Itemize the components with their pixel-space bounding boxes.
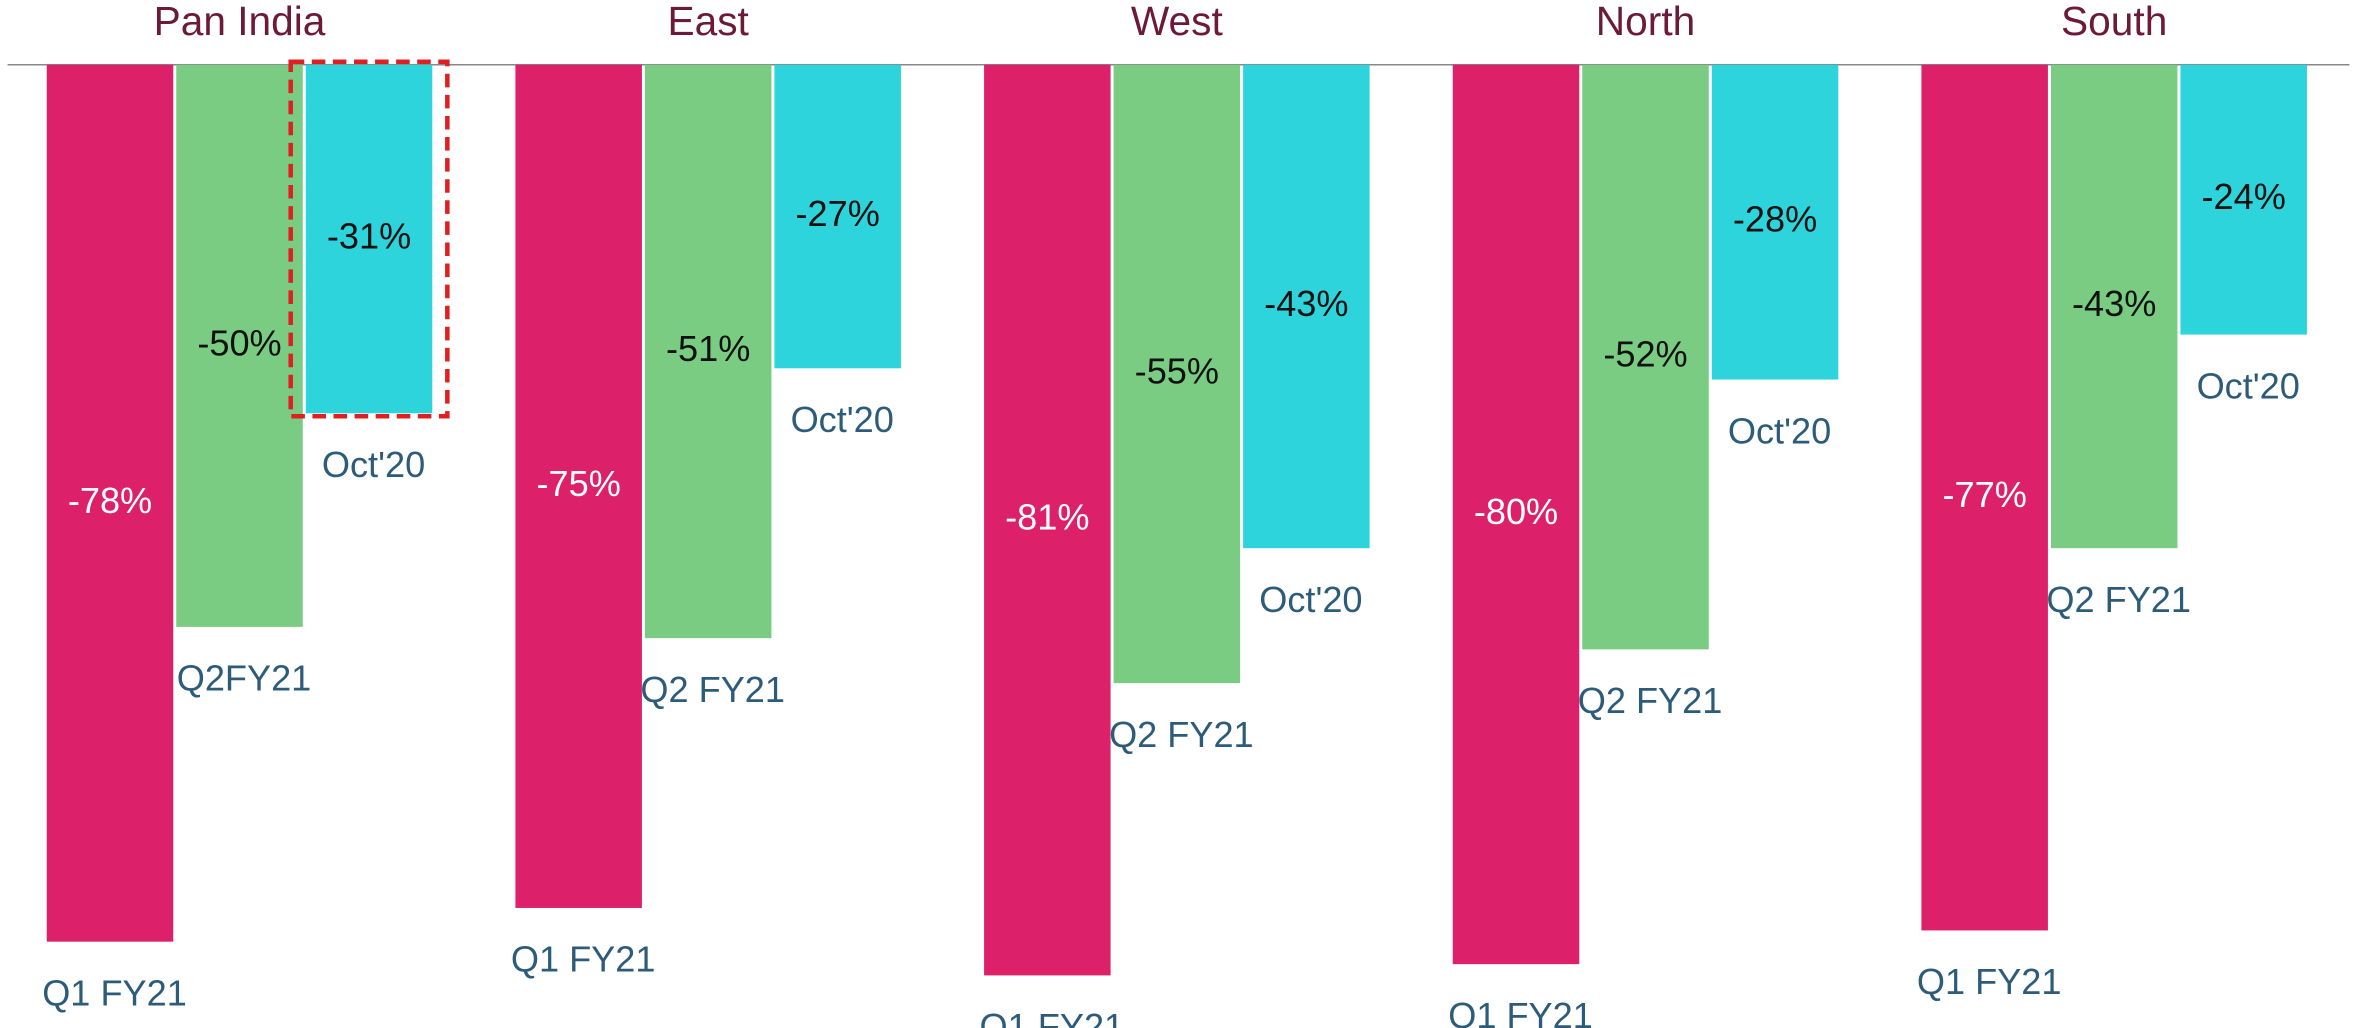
- bar: [1452, 64, 1580, 965]
- bar: [644, 64, 772, 639]
- bar: [1113, 64, 1241, 684]
- bar-label: Oct'20: [2197, 365, 2300, 406]
- value-label: -50%: [197, 322, 281, 363]
- bar: [1921, 64, 2048, 931]
- bar-label: Oct'20: [1259, 579, 1362, 620]
- bar: [1243, 64, 1370, 549]
- group-title: South: [2061, 0, 2167, 44]
- value-label: -77%: [1942, 474, 2026, 515]
- bar-label: Q2 FY21: [2046, 579, 2191, 620]
- highlight-box: [288, 59, 450, 419]
- bar: [1711, 64, 1839, 380]
- bar: [515, 64, 642, 908]
- bar-label: Q1 FY21: [1448, 995, 1593, 1028]
- bar: [305, 64, 433, 414]
- group-title: West: [1131, 0, 1223, 44]
- value-label: -78%: [68, 480, 152, 521]
- bar-label: Oct'20: [322, 444, 425, 485]
- bar: [2050, 64, 2178, 549]
- bar-label: Q2 FY21: [1109, 714, 1254, 755]
- value-label: -43%: [1264, 283, 1348, 324]
- group-title: East: [668, 0, 749, 44]
- value-label: -75%: [536, 463, 620, 504]
- value-label: -81%: [1005, 497, 1089, 538]
- value-label: -55%: [1135, 350, 1219, 391]
- bar-label: Q2 FY21: [1578, 680, 1723, 721]
- bar: [46, 64, 174, 942]
- group-title: North: [1596, 0, 1695, 44]
- bar-label: Q2 FY21: [640, 669, 785, 710]
- group-title: Pan India: [154, 0, 326, 44]
- bar-label: Q1 FY21: [511, 939, 656, 980]
- bar-label: Q1 FY21: [1917, 961, 2062, 1002]
- bar: [774, 64, 901, 369]
- bar-label: Oct'20: [791, 399, 894, 440]
- bar: [2180, 64, 2307, 335]
- bar: [984, 64, 1111, 976]
- value-label: -80%: [1474, 491, 1558, 532]
- bar: [1582, 64, 1709, 650]
- bar-label: Oct'20: [1728, 410, 1831, 451]
- value-label: -27%: [796, 193, 880, 234]
- value-label: -52%: [1603, 334, 1687, 375]
- value-label: -24%: [2202, 176, 2286, 217]
- value-label: -43%: [2072, 283, 2156, 324]
- value-label: -51%: [666, 328, 750, 369]
- value-label: -28%: [1733, 199, 1817, 240]
- bar-label: Q1 FY21: [42, 972, 187, 1013]
- value-label: -31%: [327, 216, 411, 257]
- bar: [176, 64, 303, 627]
- bar-label: Q1 FY21: [980, 1006, 1125, 1028]
- bar-label: Q2FY21: [177, 658, 312, 699]
